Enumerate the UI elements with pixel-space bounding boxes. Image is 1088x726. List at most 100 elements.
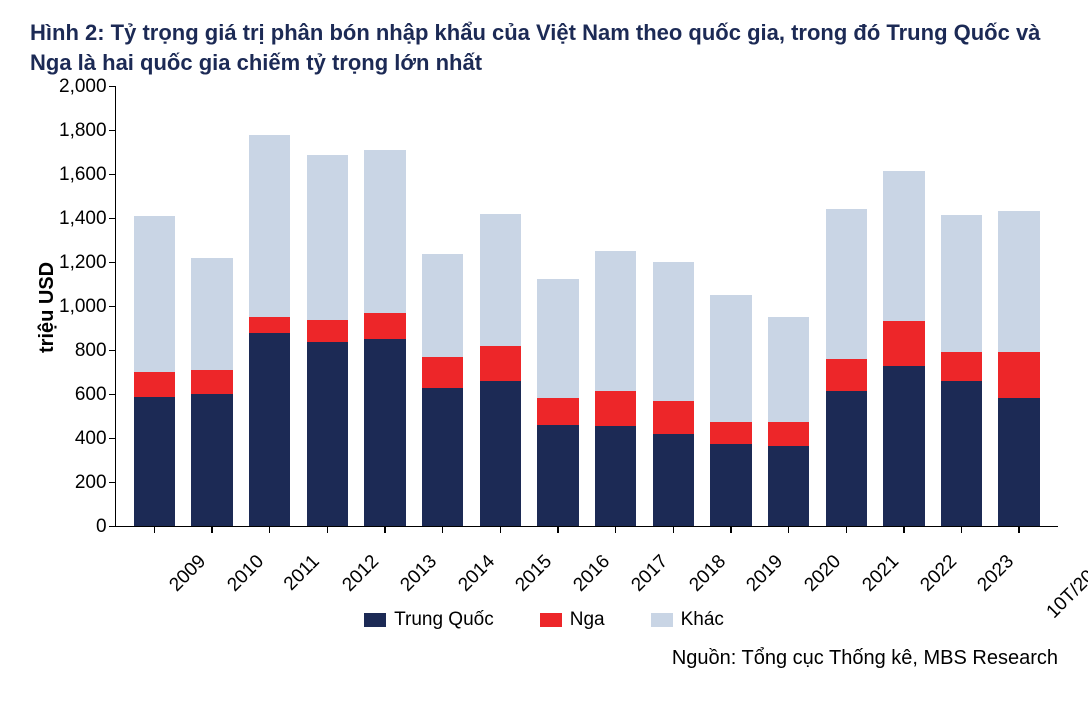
x-label-slot: 10T/2024: [990, 537, 1048, 607]
legend-item: Khác: [651, 609, 724, 631]
bar-segment: [364, 313, 406, 339]
bar-segment: [480, 381, 522, 526]
bar-segment: [826, 391, 868, 526]
bar-slot: [299, 87, 357, 526]
y-tick-mark: [109, 174, 116, 176]
x-tick-mark: [846, 526, 848, 533]
legend-label: Khác: [681, 609, 724, 631]
bar-slot: [760, 87, 818, 526]
y-tick-mark: [109, 350, 116, 352]
x-label-slot: 2021: [817, 537, 875, 607]
bar-segment: [537, 279, 579, 398]
y-tick-mark: [109, 218, 116, 220]
bar-slot: [702, 87, 760, 526]
x-tick-mark: [442, 526, 444, 533]
bar-segment: [595, 391, 637, 426]
legend-swatch: [651, 613, 673, 627]
bar-slot: [587, 87, 645, 526]
x-axis-labels: 2009201020112012201320142015201620172018…: [114, 537, 1058, 607]
y-tick-mark: [109, 482, 116, 484]
legend-item: Trung Quốc: [364, 609, 494, 631]
y-tick-mark: [109, 438, 116, 440]
y-tick-mark: [109, 86, 116, 88]
bar-segment: [710, 444, 752, 527]
bar: [134, 216, 176, 526]
bar-segment: [653, 262, 695, 401]
y-axis-title: triệu USD: [30, 87, 59, 527]
bar-slot: [414, 87, 472, 526]
bar-segment: [537, 425, 579, 526]
x-label-slot: 2019: [702, 537, 760, 607]
y-tick-mark: [109, 306, 116, 308]
bar: [653, 262, 695, 526]
bar-slot: [241, 87, 299, 526]
y-axis-labels: 2,0001,8001,6001,4001,2001,0008006004002…: [59, 87, 115, 527]
bar-segment: [307, 342, 349, 527]
bar: [422, 254, 464, 527]
bar: [883, 171, 925, 526]
bar-segment: [480, 214, 522, 346]
y-tick-mark: [109, 262, 116, 264]
plot-region: [115, 87, 1058, 527]
bar: [307, 155, 349, 527]
x-label-slot: 2017: [586, 537, 644, 607]
legend-swatch: [540, 613, 562, 627]
source-text: Nguồn: Tổng cục Thống kê, MBS Research: [30, 647, 1058, 670]
x-label-slot: 2011: [240, 537, 298, 607]
bar-segment: [134, 372, 176, 396]
bar: [768, 317, 810, 526]
bar-segment: [191, 394, 233, 526]
x-tick-mark: [384, 526, 386, 533]
bar-slot: [990, 87, 1048, 526]
bar-segment: [653, 401, 695, 434]
x-tick-mark: [327, 526, 329, 533]
y-tick-mark: [109, 394, 116, 396]
bar-segment: [595, 251, 637, 391]
x-tick-mark: [961, 526, 963, 533]
legend-label: Nga: [570, 609, 605, 631]
bar: [191, 258, 233, 526]
bar-segment: [941, 215, 983, 351]
bar-segment: [883, 171, 925, 321]
bar-segment: [998, 211, 1040, 352]
x-tick-mark: [557, 526, 559, 533]
bar-segment: [249, 135, 291, 318]
bar-segment: [364, 150, 406, 313]
bar-slot: [126, 87, 184, 526]
bar-segment: [249, 317, 291, 332]
bar-segment: [768, 422, 810, 446]
x-tick-mark: [500, 526, 502, 533]
bar-segment: [134, 216, 176, 372]
y-tick-mark: [109, 526, 116, 528]
bar-segment: [364, 339, 406, 526]
bar-segment: [307, 155, 349, 320]
bar-segment: [249, 333, 291, 527]
bar-segment: [653, 434, 695, 526]
bar-segment: [826, 209, 868, 360]
legend: Trung Quốc Nga Khác: [30, 609, 1058, 631]
bar-slot: [644, 87, 702, 526]
x-label-slot: 2010: [182, 537, 240, 607]
bar-slot: [875, 87, 933, 526]
bar-segment: [883, 321, 925, 366]
bar-segment: [710, 295, 752, 422]
bar-segment: [422, 254, 464, 357]
bar-segment: [998, 352, 1040, 398]
x-label-slot: 2022: [875, 537, 933, 607]
bar: [537, 279, 579, 526]
bar-segment: [191, 370, 233, 394]
x-tick-mark: [673, 526, 675, 533]
x-tick-mark: [730, 526, 732, 533]
x-label-slot: 2020: [759, 537, 817, 607]
bar-segment: [941, 352, 983, 382]
bar-slot: [183, 87, 241, 526]
bar-slot: [356, 87, 414, 526]
bar: [826, 209, 868, 527]
legend-item: Nga: [540, 609, 605, 631]
x-tick-mark: [903, 526, 905, 533]
bar-slot: [529, 87, 587, 526]
bar: [710, 295, 752, 526]
x-label-slot: 2018: [644, 537, 702, 607]
bar-segment: [941, 381, 983, 526]
bar: [480, 214, 522, 526]
